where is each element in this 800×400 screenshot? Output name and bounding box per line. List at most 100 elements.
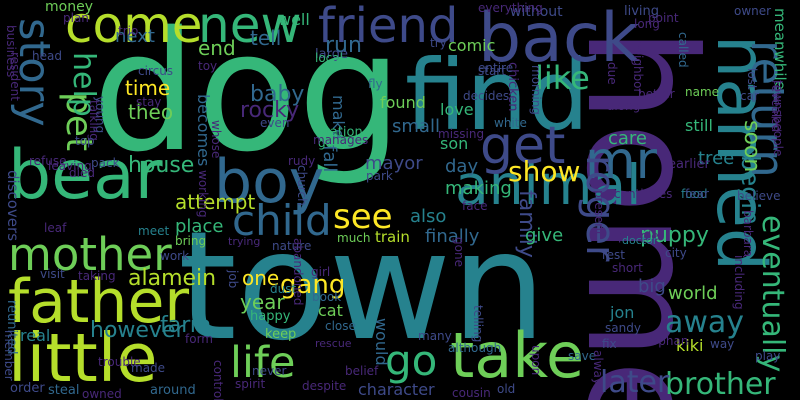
word-barbara: barbara — [741, 210, 755, 258]
word-food: food — [681, 187, 708, 201]
word-whose: whose — [209, 120, 223, 159]
word-child: child — [232, 196, 332, 245]
word-well: well — [278, 10, 310, 29]
word-town: town — [178, 200, 547, 374]
word-short: short — [612, 261, 643, 275]
word-friend: friend — [318, 0, 459, 54]
word-city: city — [665, 246, 687, 260]
word-would: would — [372, 318, 391, 366]
word-happy: happy — [250, 309, 291, 324]
word-church: church — [295, 165, 309, 206]
word-entire: entire — [478, 61, 514, 75]
word-many: many — [418, 329, 452, 343]
word-refuse: refuse — [29, 154, 67, 168]
word-son: son — [440, 134, 469, 153]
word-keep: keep — [265, 327, 297, 342]
word-big: big — [638, 276, 666, 297]
word-taking: taking — [78, 269, 116, 283]
word-along: along — [607, 99, 641, 113]
word-rest: rest — [602, 248, 626, 262]
word-decides: decides — [463, 89, 510, 103]
word-station: station — [318, 125, 363, 140]
word-people: people — [618, 229, 659, 243]
word-like: like — [535, 59, 590, 97]
word-world: world — [668, 283, 718, 304]
word-fix: fix — [602, 337, 617, 351]
word-large: large — [315, 47, 348, 62]
word-tell: tell — [250, 26, 282, 50]
word-save: save — [568, 349, 597, 363]
word-alamein: alamein — [128, 266, 217, 291]
word-come: come — [65, 0, 203, 54]
word-found: found — [380, 93, 426, 112]
word-stay: stay — [136, 95, 162, 109]
word-order: order — [10, 381, 45, 396]
word-telling: telling — [471, 305, 485, 343]
word-leaving: leaving — [48, 159, 92, 173]
word-cousin: cousin — [452, 386, 491, 400]
word-cat: cat — [318, 301, 343, 320]
word-orphan: orphan — [646, 334, 689, 348]
word-pack: pack — [91, 156, 120, 170]
word-however: however — [90, 318, 185, 343]
word-year: year — [240, 290, 285, 314]
word-away: away — [665, 305, 745, 340]
word-bear: bear — [8, 136, 163, 215]
word-member: member — [2, 330, 16, 381]
word-dog: dog — [92, 0, 403, 188]
word-called: called — [676, 32, 690, 68]
word-toy: toy — [198, 59, 218, 73]
word-including: including — [732, 255, 746, 310]
word-book: book — [312, 290, 342, 304]
word-plan: plan — [63, 11, 89, 25]
word-find: find — [405, 39, 590, 152]
word-rescue: rescue — [315, 337, 352, 350]
word-soon: soon — [739, 120, 764, 173]
word-play: play — [755, 349, 781, 363]
word-see: see — [333, 197, 393, 237]
word-meanwhile: meanwhile — [771, 8, 789, 90]
word-dust: dust — [270, 282, 297, 296]
word-upon: upon — [529, 345, 543, 376]
word-later: later — [600, 365, 670, 400]
word-place: place — [175, 216, 224, 237]
word-steal: steal — [48, 383, 80, 398]
word-jon: jon — [610, 303, 635, 322]
word-get: get — [480, 116, 566, 176]
word-real: real — [20, 326, 51, 345]
word-brother: brother — [665, 367, 776, 400]
word-mr: mr — [585, 131, 658, 191]
word-comic: comic — [448, 36, 496, 55]
word-family: family — [514, 190, 539, 258]
word-old: old — [497, 382, 516, 396]
word-give: give — [525, 225, 564, 246]
word-attempt: attempt — [175, 190, 256, 214]
word-mother: mother — [8, 228, 172, 281]
word-still: still — [685, 116, 713, 135]
word-love: love — [440, 100, 474, 119]
word-trouble: trouble — [98, 355, 141, 369]
word-doctor: doctor — [622, 234, 658, 247]
word-little: little — [8, 319, 158, 397]
word-small: small — [392, 116, 440, 137]
word-job: job — [226, 270, 240, 289]
word-nature: nature — [272, 239, 312, 253]
word-present: present — [592, 190, 606, 236]
word-everything: everything — [478, 1, 543, 15]
word-despite: despite — [302, 379, 347, 393]
word-baby: baby — [250, 82, 305, 107]
word-made: made — [131, 361, 166, 375]
word-much: much — [337, 231, 371, 245]
word-rudy: rudy — [288, 154, 316, 168]
word-leaf: leaf — [44, 221, 67, 235]
word-name: name — [685, 85, 720, 99]
word-circus: circus — [138, 64, 174, 78]
word-try: try — [430, 36, 447, 50]
word-white: white — [494, 116, 527, 130]
word-puppy: puppy — [640, 223, 709, 248]
word-end: end — [198, 36, 236, 60]
word-train: train — [375, 228, 410, 246]
word-fly: fly — [368, 77, 383, 91]
word-face: face — [462, 199, 488, 213]
word-missing: missing — [438, 127, 485, 141]
